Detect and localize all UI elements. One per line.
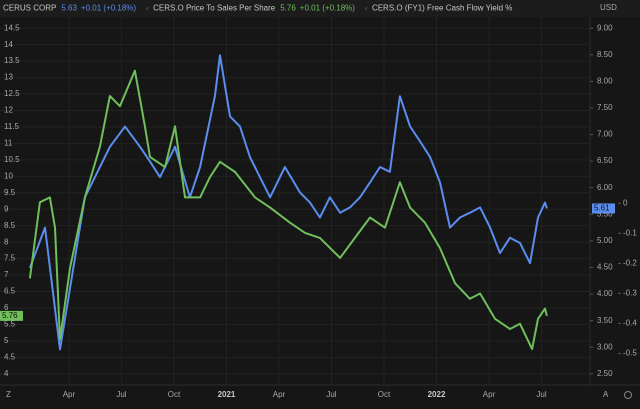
y3-tick-label: -0.4: [623, 319, 637, 328]
settings-icon[interactable]: [624, 391, 632, 399]
last-value-tag: [0, 310, 23, 321]
y-tick-label: 11: [4, 139, 13, 148]
y2-tick-label: 5.00: [597, 236, 613, 245]
legend-value: 5.76: [280, 4, 296, 13]
x-tick-label: Apr: [483, 390, 496, 399]
y2-tick-label: 3.50: [597, 316, 613, 325]
x-tick-label: 2021: [218, 390, 236, 399]
legend-name: CERS.O (FY1) Free Cash Flow Yield %: [372, 4, 512, 13]
x-tick-label: Apr: [273, 390, 286, 399]
y2-tick-label: 5.50: [597, 209, 613, 218]
y2-tick-label: 4.50: [597, 263, 613, 272]
x-tick-label: Jul: [536, 390, 546, 399]
y-tick-label: 5: [4, 336, 9, 345]
y2-tick-label: 7.50: [597, 103, 613, 112]
y-tick-label: 14: [4, 40, 13, 49]
y-tick-label: 6.5: [4, 287, 16, 296]
y2-tick-label: 3.00: [597, 342, 613, 351]
control-button[interactable]: Z: [6, 390, 11, 399]
y-tick-label: 10: [4, 171, 13, 180]
x-tick-label: Jul: [326, 390, 336, 399]
y-tick-label: 8: [4, 237, 9, 246]
series-line: [28, 54, 548, 351]
grid: [0, 17, 590, 385]
y-tick-label: 10.5: [4, 155, 20, 164]
control-button[interactable]: A: [603, 390, 609, 399]
y3-tick-label: -0.3: [623, 288, 637, 297]
y-tick-label: 4.5: [4, 352, 16, 361]
y-tick-label: 9: [4, 204, 9, 213]
last-value-tag: [592, 203, 615, 214]
y2-tick-label: 6.00: [597, 183, 613, 192]
legend-change: +0.01 (+0.18%): [81, 4, 136, 13]
y2-tick-label: 8.00: [597, 76, 613, 85]
y-tick-label: 14.5: [4, 23, 20, 32]
y2-tick-label: 7.00: [597, 130, 613, 139]
y2-tick-label: 6.50: [597, 156, 613, 165]
y-tick-label: 6: [4, 303, 9, 312]
x-tick-label: Apr: [63, 390, 76, 399]
y2-tick-label: 8.50: [597, 50, 613, 59]
legend-value: 5.63: [61, 4, 77, 13]
y2-tick-label: 4.00: [597, 289, 613, 298]
y-tick-label: 12: [4, 106, 13, 115]
y-tick-label: 4: [4, 369, 9, 378]
x-tick-label: Jul: [116, 390, 126, 399]
y-tick-label: 8.5: [4, 221, 16, 230]
legend-change: +0.01 (+0.18%): [300, 4, 355, 13]
y3-tick-label: 0: [623, 198, 628, 207]
header-bar: [0, 0, 640, 17]
separator: ‹: [146, 4, 149, 13]
separator: ‹: [365, 4, 368, 13]
y3-tick-label: -0.5: [623, 349, 637, 358]
last-value-label: 5.76: [2, 311, 18, 320]
series-line: [28, 69, 548, 351]
legend-name: CERS.O Price To Sales Per Share: [153, 4, 276, 13]
y2-tick-label: 9.00: [597, 23, 613, 32]
x-tick-label: Oct: [168, 390, 181, 399]
x-tick-label: 2022: [428, 390, 446, 399]
y-tick-label: 7: [4, 270, 9, 279]
y-tick-label: 11.5: [4, 122, 20, 131]
y-tick-label: 13.5: [4, 56, 20, 65]
y3-tick-label: -0.1: [623, 228, 637, 237]
x-tick-label: Oct: [378, 390, 391, 399]
y-tick-label: 5.5: [4, 320, 16, 329]
currency-label: USD: [600, 3, 617, 12]
legend-name: CERUS CORP: [3, 4, 56, 13]
y2-tick-label: 2.50: [597, 369, 613, 378]
y3-tick-label: -0.2: [623, 258, 637, 267]
last-value-label: 5.61: [594, 204, 610, 213]
y-tick-label: 7.5: [4, 254, 16, 263]
y-tick-label: 12.5: [4, 89, 20, 98]
y-tick-label: 13: [4, 73, 13, 82]
y-tick-label: 9.5: [4, 188, 16, 197]
